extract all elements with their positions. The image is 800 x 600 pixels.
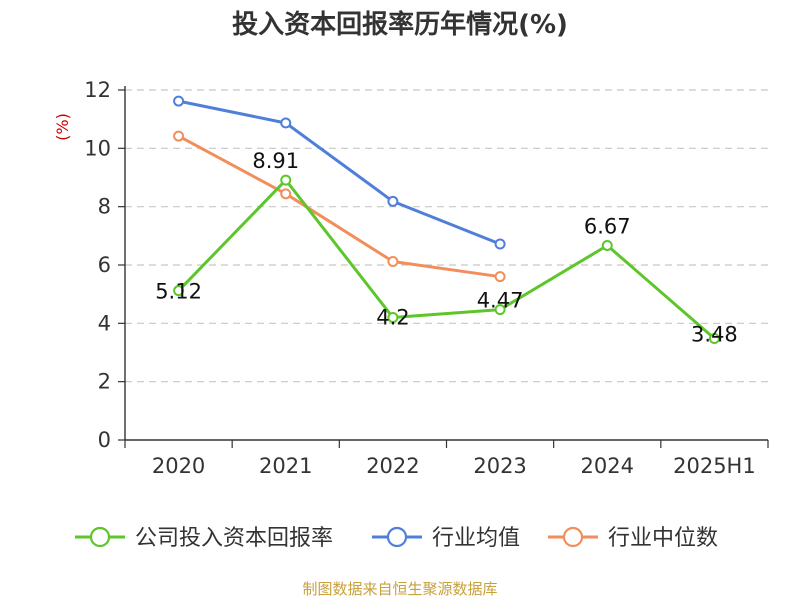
legend: 公司投入资本回报率 行业均值 行业中位数 [75, 526, 718, 551]
chart-title: 投入资本回报率历年情况(%) [232, 9, 568, 40]
data-label-2023: 4.47 [477, 289, 524, 313]
series-1-point-2021 [280, 117, 292, 129]
series-0-point-2023 [494, 304, 506, 316]
data-labels: 5.12 8.91 4.2 4.47 6.67 3.48 [155, 149, 738, 346]
y-tick-label-8: 8 [98, 195, 111, 219]
legend-marker-2 [562, 526, 584, 548]
y-tick-label-6: 6 [98, 253, 111, 277]
series-2-point-2021 [280, 188, 292, 200]
series-line-2 [177, 134, 501, 279]
series-group [173, 95, 720, 344]
legend-marker-1 [386, 526, 408, 548]
series-2-point-2022 [387, 256, 399, 267]
series-1-point-2023 [494, 238, 506, 250]
series-0-point-2022 [387, 312, 399, 323]
x-tick-label-2021: 2021 [259, 454, 312, 478]
data-label-2020: 5.12 [155, 280, 202, 304]
legend-label-0: 公司投入资本回报率 [135, 526, 333, 551]
gridlines [125, 89, 768, 383]
series-1-point-2022 [387, 195, 399, 207]
x-tick-label-2022: 2022 [366, 454, 419, 478]
series-line-1 [178, 99, 501, 246]
series-0-point-2021 [280, 174, 292, 186]
series-0-point-2025H1 [708, 333, 720, 344]
x-tick-label-2020: 2020 [152, 454, 205, 478]
axes [118, 86, 769, 448]
source-note: 制图数据来自恒生聚源数据库 [302, 580, 497, 598]
series-0-point-2024 [601, 239, 613, 251]
data-label-2024: 6.67 [584, 214, 631, 238]
y-tick-labels: 0 2 4 6 8 10 12 [84, 78, 111, 452]
data-label-2021: 8.91 [252, 149, 299, 173]
x-tick-label-2023: 2023 [473, 454, 526, 478]
series-1-point-2020 [173, 95, 185, 107]
y-tick-label-10: 10 [84, 136, 111, 160]
series-0-point-2020 [173, 285, 185, 297]
series-2-point-2023 [494, 271, 506, 283]
series-line-0 [177, 178, 716, 340]
y-tick-label-4: 4 [98, 311, 111, 335]
y-tick-label-0: 0 [98, 428, 111, 452]
y-axis-unit: (%) [53, 113, 72, 141]
legend-marker-0 [89, 526, 111, 548]
x-tick-label-2024: 2024 [581, 454, 634, 478]
y-tick-label-2: 2 [98, 370, 111, 394]
y-tick-label-12: 12 [84, 78, 111, 102]
series-2-point-2020 [173, 130, 185, 142]
x-tick-labels: 2020 2021 2022 2023 2024 2025H1 [152, 454, 756, 478]
x-tick-label-2025H1: 2025H1 [673, 454, 756, 478]
legend-label-1: 行业均值 [432, 526, 520, 551]
data-label-2025H1: 3.48 [691, 323, 738, 347]
data-label-2022: 4.2 [376, 306, 409, 330]
legend-label-2: 行业中位数 [608, 526, 718, 551]
